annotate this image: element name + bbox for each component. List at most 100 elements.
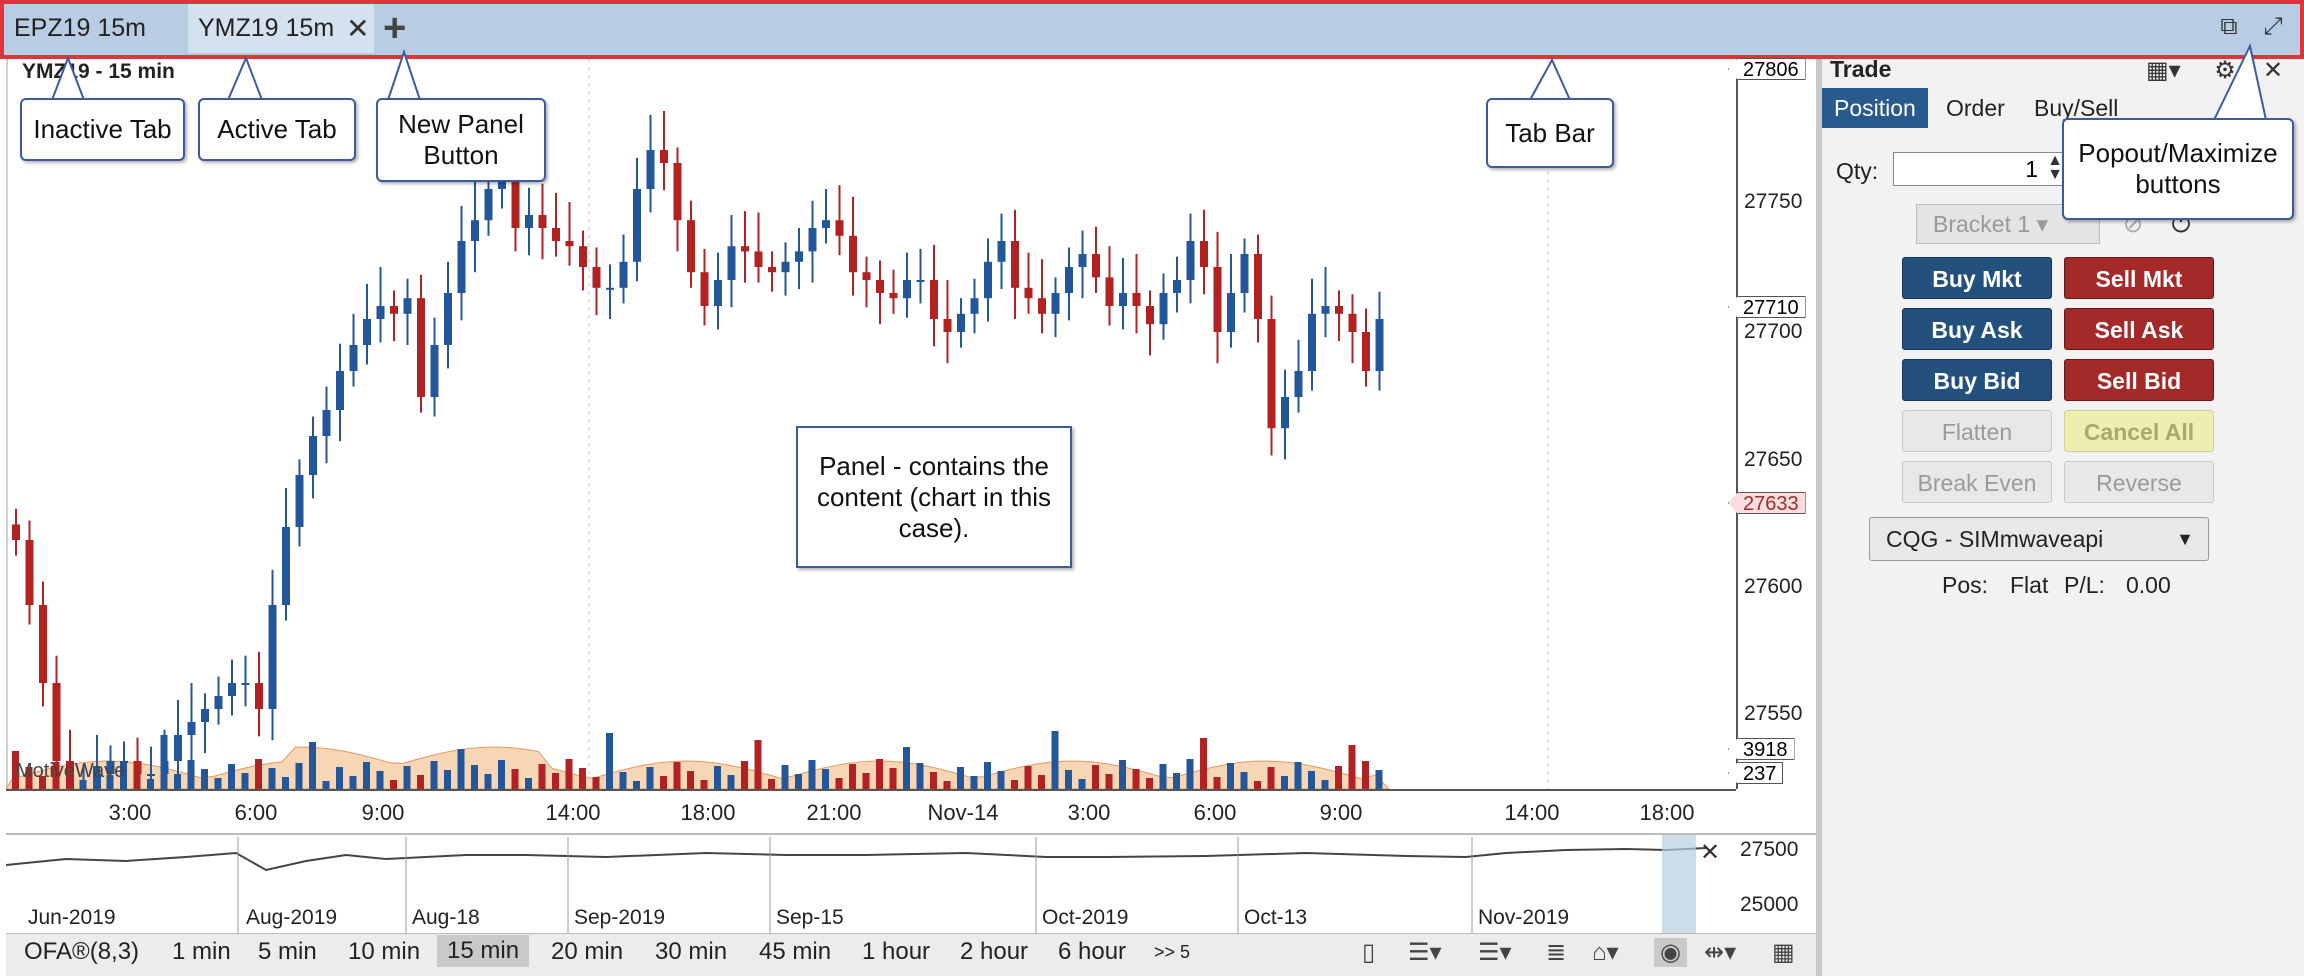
list-icon[interactable]: ≣: [1546, 939, 1567, 966]
volume-bar: [1308, 771, 1315, 789]
volume-tag: 3918: [1728, 738, 1795, 760]
gear-icon[interactable]: ⚙: [2214, 57, 2236, 84]
candle-body: [1078, 254, 1087, 267]
sell-bid-button[interactable]: Sell Bid: [2064, 359, 2214, 401]
candle-body: [295, 475, 304, 527]
volume-bar: [66, 771, 73, 789]
candle-body: [309, 436, 317, 475]
interval-1min[interactable]: 1 min: [172, 938, 231, 965]
overview-label: Nov-2019: [1478, 906, 1570, 929]
candle-body: [1335, 306, 1343, 314]
volume-bar: [228, 764, 235, 789]
candle-body: [457, 241, 466, 293]
interval-10min[interactable]: 10 min: [348, 938, 421, 965]
qty-stepper-icon[interactable]: ▲ ▼: [2047, 152, 2063, 183]
volume-bar: [1362, 761, 1369, 789]
candle-body: [1348, 313, 1357, 332]
candle-body: [903, 280, 911, 299]
new-panel-button[interactable]: +: [383, 6, 407, 50]
chart-type-icon[interactable]: ⌂▾: [1592, 939, 1619, 966]
candle-body: [754, 251, 763, 267]
align-left-icon[interactable]: ☰▾: [1408, 939, 1442, 966]
volume-bar: [187, 760, 195, 789]
volume-bar: [1038, 775, 1045, 789]
sell-mkt-button[interactable]: Sell Mkt: [2064, 257, 2214, 299]
tab-position[interactable]: Position: [1822, 88, 1928, 128]
volume-bar: [538, 764, 546, 789]
qty-label: Qty:: [1836, 158, 1879, 184]
maximize-icon[interactable]: ⤢: [2263, 13, 2283, 40]
candle-body: [768, 267, 776, 273]
candle-body: [727, 246, 736, 280]
tab-bar: [0, 0, 2304, 59]
interval-20min[interactable]: 20 min: [551, 938, 624, 965]
eye-icon[interactable]: ◉: [1654, 938, 1687, 967]
candle-body: [1038, 298, 1046, 314]
break-even-button[interactable]: Break Even: [1902, 461, 2052, 503]
candlestick-chart[interactable]: [6, 59, 1736, 789]
align-menu-icon[interactable]: ☰▾: [1478, 939, 1512, 966]
sell-ask-button[interactable]: Sell Ask: [2064, 308, 2214, 350]
volume-bar: [862, 773, 870, 789]
candle-body: [349, 345, 358, 371]
flatten-button[interactable]: Flatten: [1902, 410, 2052, 452]
more-intervals-button[interactable]: >> 5: [1154, 942, 1191, 962]
time-axis[interactable]: [6, 789, 1736, 833]
chart-panel[interactable]: [6, 59, 1736, 789]
volume-bar: [25, 767, 33, 789]
volume-bar: [1065, 770, 1072, 789]
interval-2hour[interactable]: 2 hour: [960, 938, 1029, 965]
volume-bar: [268, 768, 276, 789]
volume-bar: [457, 749, 465, 789]
interval-15min[interactable]: 15 min: [437, 935, 530, 967]
candle-body: [174, 735, 182, 761]
volume-bar: [174, 774, 181, 789]
account-select[interactable]: CQG - SIMmwaveapi ▼: [1869, 517, 2209, 561]
calculator-icon[interactable]: ▦▾: [2146, 57, 2181, 84]
volume-bar: [1024, 766, 1032, 789]
tab-order[interactable]: Order: [1946, 95, 2005, 121]
volume-bar: [619, 772, 627, 789]
candle-body: [984, 261, 992, 299]
candle-body: [1065, 267, 1073, 293]
buy-mkt-button[interactable]: Buy Mkt: [1902, 257, 2052, 299]
volume-bar: [835, 778, 843, 789]
volume-bar: [592, 777, 600, 789]
interval-30min[interactable]: 30 min: [655, 938, 728, 965]
qty-input[interactable]: [1893, 152, 2073, 186]
pl-value: 0.00: [2126, 572, 2171, 598]
cancel-all-button[interactable]: Cancel All: [2064, 410, 2214, 452]
price-tick: 27700: [1744, 320, 1803, 343]
buy-bid-button[interactable]: Buy Bid: [1902, 359, 2052, 401]
candle-body: [25, 540, 34, 605]
candle-body: [1051, 293, 1060, 314]
close-overview-icon[interactable]: ✕: [1699, 839, 1721, 866]
buy-ask-button[interactable]: Buy Ask: [1902, 308, 2052, 350]
close-icon[interactable]: ✕: [2262, 57, 2284, 84]
calendar-icon[interactable]: ▦: [1772, 939, 1795, 966]
interval-1hour[interactable]: 1 hour: [862, 938, 931, 965]
close-icon[interactable]: ✕: [346, 13, 370, 44]
overview-navigator[interactable]: [6, 833, 1816, 933]
candle-body: [1362, 332, 1370, 371]
volume-bar: [660, 776, 667, 789]
volume-bar: [255, 759, 262, 789]
volume-bar: [1051, 731, 1059, 789]
volume-bar: [295, 763, 303, 789]
tab-inactive[interactable]: EPZ19 15m: [14, 4, 146, 53]
tab-buy-sell[interactable]: Buy/Sell: [2034, 95, 2119, 121]
study-button[interactable]: OFA®(8,3): [24, 938, 140, 965]
interval-6hour[interactable]: 6 hour: [1058, 938, 1127, 965]
reverse-button[interactable]: Reverse: [2064, 461, 2214, 503]
popout-icon[interactable]: ⧉: [2220, 13, 2238, 40]
interval-5min[interactable]: 5 min: [258, 938, 317, 965]
volume-bar: [808, 760, 816, 789]
interval-45min[interactable]: 45 min: [759, 938, 832, 965]
tab-active[interactable]: YMZ19 15m ✕: [188, 4, 374, 53]
volume-bar: [322, 781, 330, 789]
candle-body: [862, 272, 871, 280]
callout-active-tab: Active Tab: [198, 98, 356, 161]
price-axis[interactable]: [1736, 59, 1816, 789]
clipboard-icon[interactable]: ▯: [1362, 939, 1376, 966]
fit-width-icon[interactable]: ⇹▾: [1704, 939, 1737, 966]
